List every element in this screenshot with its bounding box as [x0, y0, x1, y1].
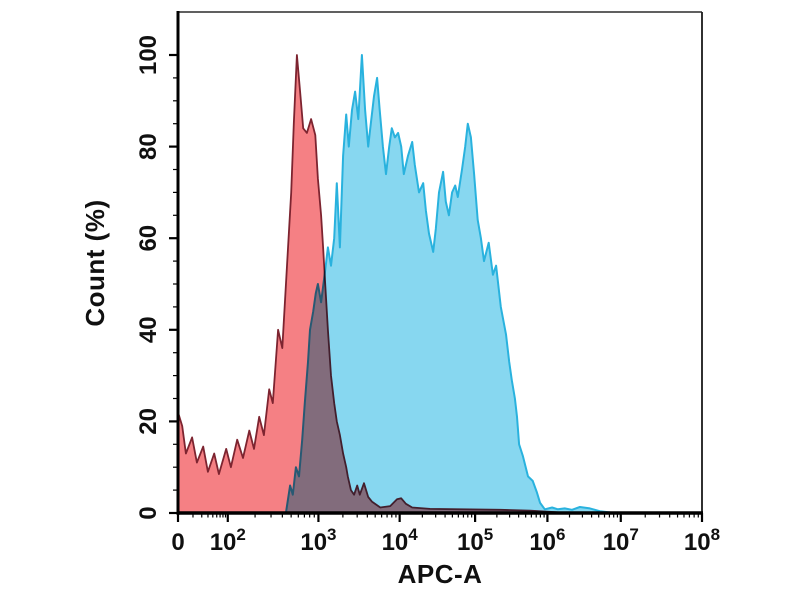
y-tick-label: 60 — [135, 225, 162, 252]
y-tick-label: 80 — [135, 133, 162, 160]
x-axis-title: APC-A — [398, 559, 483, 589]
x-tick-label: 103 — [300, 525, 336, 556]
x-axis-tick-labels: 0 102 103 104 105 106 107 108 — [171, 525, 720, 556]
x-tick-label: 104 — [382, 525, 419, 556]
series-group — [177, 54, 616, 514]
x-tick-label: 105 — [457, 525, 493, 556]
y-axis-tick-labels: 0 20 40 60 80 100 — [135, 35, 162, 520]
x-tick-label: 106 — [529, 525, 565, 556]
blue-histogram — [284, 54, 616, 514]
y-tick-label: 0 — [135, 506, 162, 519]
y-tick-label: 100 — [135, 35, 162, 75]
y-tick-label: 20 — [135, 408, 162, 435]
y-tick-label: 40 — [135, 316, 162, 343]
x-axis-ticks — [176, 513, 704, 522]
y-axis-title: Count (%) — [80, 199, 110, 326]
x-tick-label: 107 — [603, 525, 639, 556]
x-tick-label: 0 — [171, 529, 184, 556]
y-axis-ticks — [169, 53, 178, 515]
x-tick-label: 108 — [684, 525, 720, 556]
x-tick-label: 102 — [210, 525, 246, 556]
